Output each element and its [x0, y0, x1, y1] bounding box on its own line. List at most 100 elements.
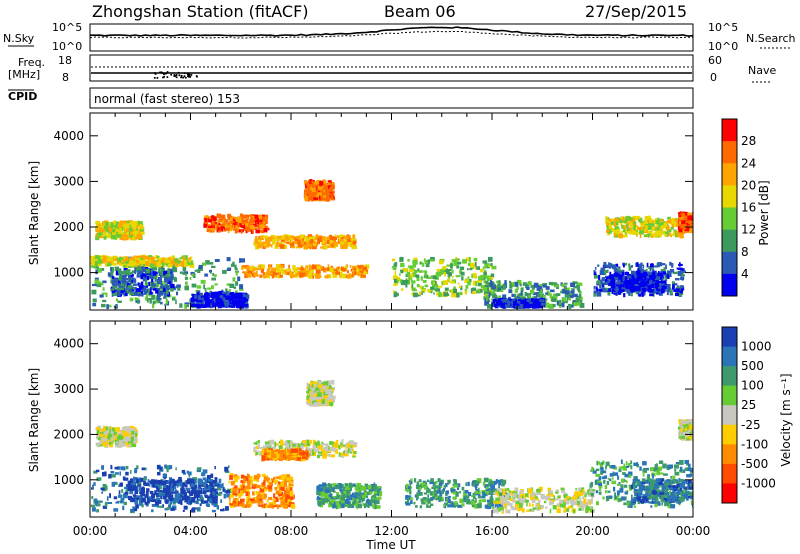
heatmap-cell [149, 275, 154, 279]
nsearch-tick-bottom: 10^0 [708, 40, 738, 53]
heatmap-cell [487, 299, 491, 302]
heatmap-cell [209, 303, 213, 309]
heatmap-cell [99, 294, 104, 298]
heatmap-cell [425, 276, 431, 279]
heatmap-cell [186, 281, 188, 287]
heatmap-cell [569, 291, 574, 296]
heatmap-cell [643, 225, 645, 230]
heatmap-cell [105, 234, 109, 238]
heatmap-cell [646, 262, 649, 268]
heatmap-cell [525, 301, 529, 306]
heatmap-cell [579, 303, 585, 308]
heatmap-cell [263, 225, 265, 228]
heatmap-cell [124, 228, 129, 233]
heatmap-cell [327, 182, 331, 186]
heatmap-cell [675, 292, 679, 297]
heatmap-cell [514, 288, 518, 293]
heatmap-cell [202, 262, 207, 266]
heatmap-cell [104, 485, 108, 491]
heatmap-cell [173, 277, 178, 282]
heatmap-cell [610, 221, 615, 224]
heatmap-cell [340, 234, 346, 239]
heatmap-cell [101, 230, 106, 236]
heatmap-cell [152, 304, 155, 309]
heatmap-cell [576, 286, 580, 291]
heatmap-cell [439, 259, 444, 265]
heatmap-cell [226, 268, 231, 271]
heatmap-cell [484, 292, 488, 297]
heatmap-cell [593, 293, 597, 297]
heatmap-cell [151, 495, 155, 499]
heatmap-cell [432, 275, 438, 280]
heatmap-cell [197, 301, 201, 306]
heatmap-cell [415, 274, 420, 278]
heatmap-cell [123, 270, 128, 274]
heatmap-cell [461, 276, 464, 281]
heatmap-cell [394, 291, 397, 297]
heatmap-cell [455, 292, 460, 298]
heatmap-cell [498, 298, 501, 303]
heatmap-cell [333, 241, 336, 247]
heatmap-cell [618, 273, 624, 277]
heatmap-cell [206, 292, 209, 298]
heatmap-cell [170, 271, 174, 276]
heatmap-cell [657, 230, 663, 235]
heatmap-cell [275, 272, 279, 275]
heatmap-cell [307, 188, 311, 191]
freq-unit-label: [MHz] [8, 68, 40, 81]
heatmap-cell [280, 235, 285, 240]
heatmap-cell [331, 184, 335, 190]
heatmap-cell [91, 289, 97, 295]
heatmap-cell [142, 288, 147, 292]
heatmap-cell [155, 273, 159, 277]
heatmap-cell [630, 292, 633, 297]
heatmap-cell [230, 504, 235, 508]
heatmap-cell [91, 261, 96, 266]
heatmap-cell [166, 488, 172, 492]
heatmap-cell [191, 489, 195, 494]
heatmap-cell [266, 243, 271, 247]
heatmap-cell [241, 485, 245, 489]
heatmap-cell [175, 299, 177, 305]
heatmap-cell [669, 220, 674, 225]
heatmap-cell [477, 282, 482, 287]
colorbar-segment [722, 251, 737, 275]
heatmap-cell [150, 258, 155, 264]
heatmap-cell [183, 472, 186, 475]
heatmap-cell [101, 465, 104, 470]
heatmap-cell [125, 487, 129, 492]
heatmap-cell [656, 291, 661, 295]
heatmap-cell [191, 283, 197, 288]
heatmap-cell [192, 297, 195, 303]
heatmap-cell [598, 274, 601, 280]
heatmap-cell [139, 229, 144, 234]
heatmap-cell [212, 273, 214, 276]
heatmap-cell [108, 304, 112, 308]
heatmap-cell [139, 226, 142, 230]
heatmap-cell [163, 480, 166, 486]
heatmap-cell [135, 290, 138, 293]
heatmap-cell [171, 505, 175, 509]
heatmap-cell [155, 289, 159, 294]
heatmap-cell [95, 235, 100, 241]
heatmap-cell [647, 285, 652, 291]
heatmap-cell [103, 225, 108, 231]
heatmap-cell [146, 294, 148, 297]
heatmap-cell [210, 223, 215, 228]
heatmap-cell [279, 265, 284, 269]
heatmap-cell [490, 280, 492, 285]
heatmap-cell [148, 496, 154, 501]
heatmap-cell [673, 231, 675, 237]
heatmap-cell [189, 260, 194, 265]
heatmap-cell [220, 225, 225, 229]
heatmap-cell [141, 293, 144, 297]
heatmap-cell [416, 276, 420, 282]
heatmap-cell [568, 297, 571, 301]
heatmap-cell [329, 189, 334, 192]
heatmap-cell [130, 230, 133, 233]
nave-dip-point [180, 76, 183, 79]
heatmap-cell [106, 255, 109, 260]
heatmap-cell [147, 291, 150, 296]
heatmap-cell [113, 255, 118, 259]
heatmap-cell [497, 287, 501, 291]
